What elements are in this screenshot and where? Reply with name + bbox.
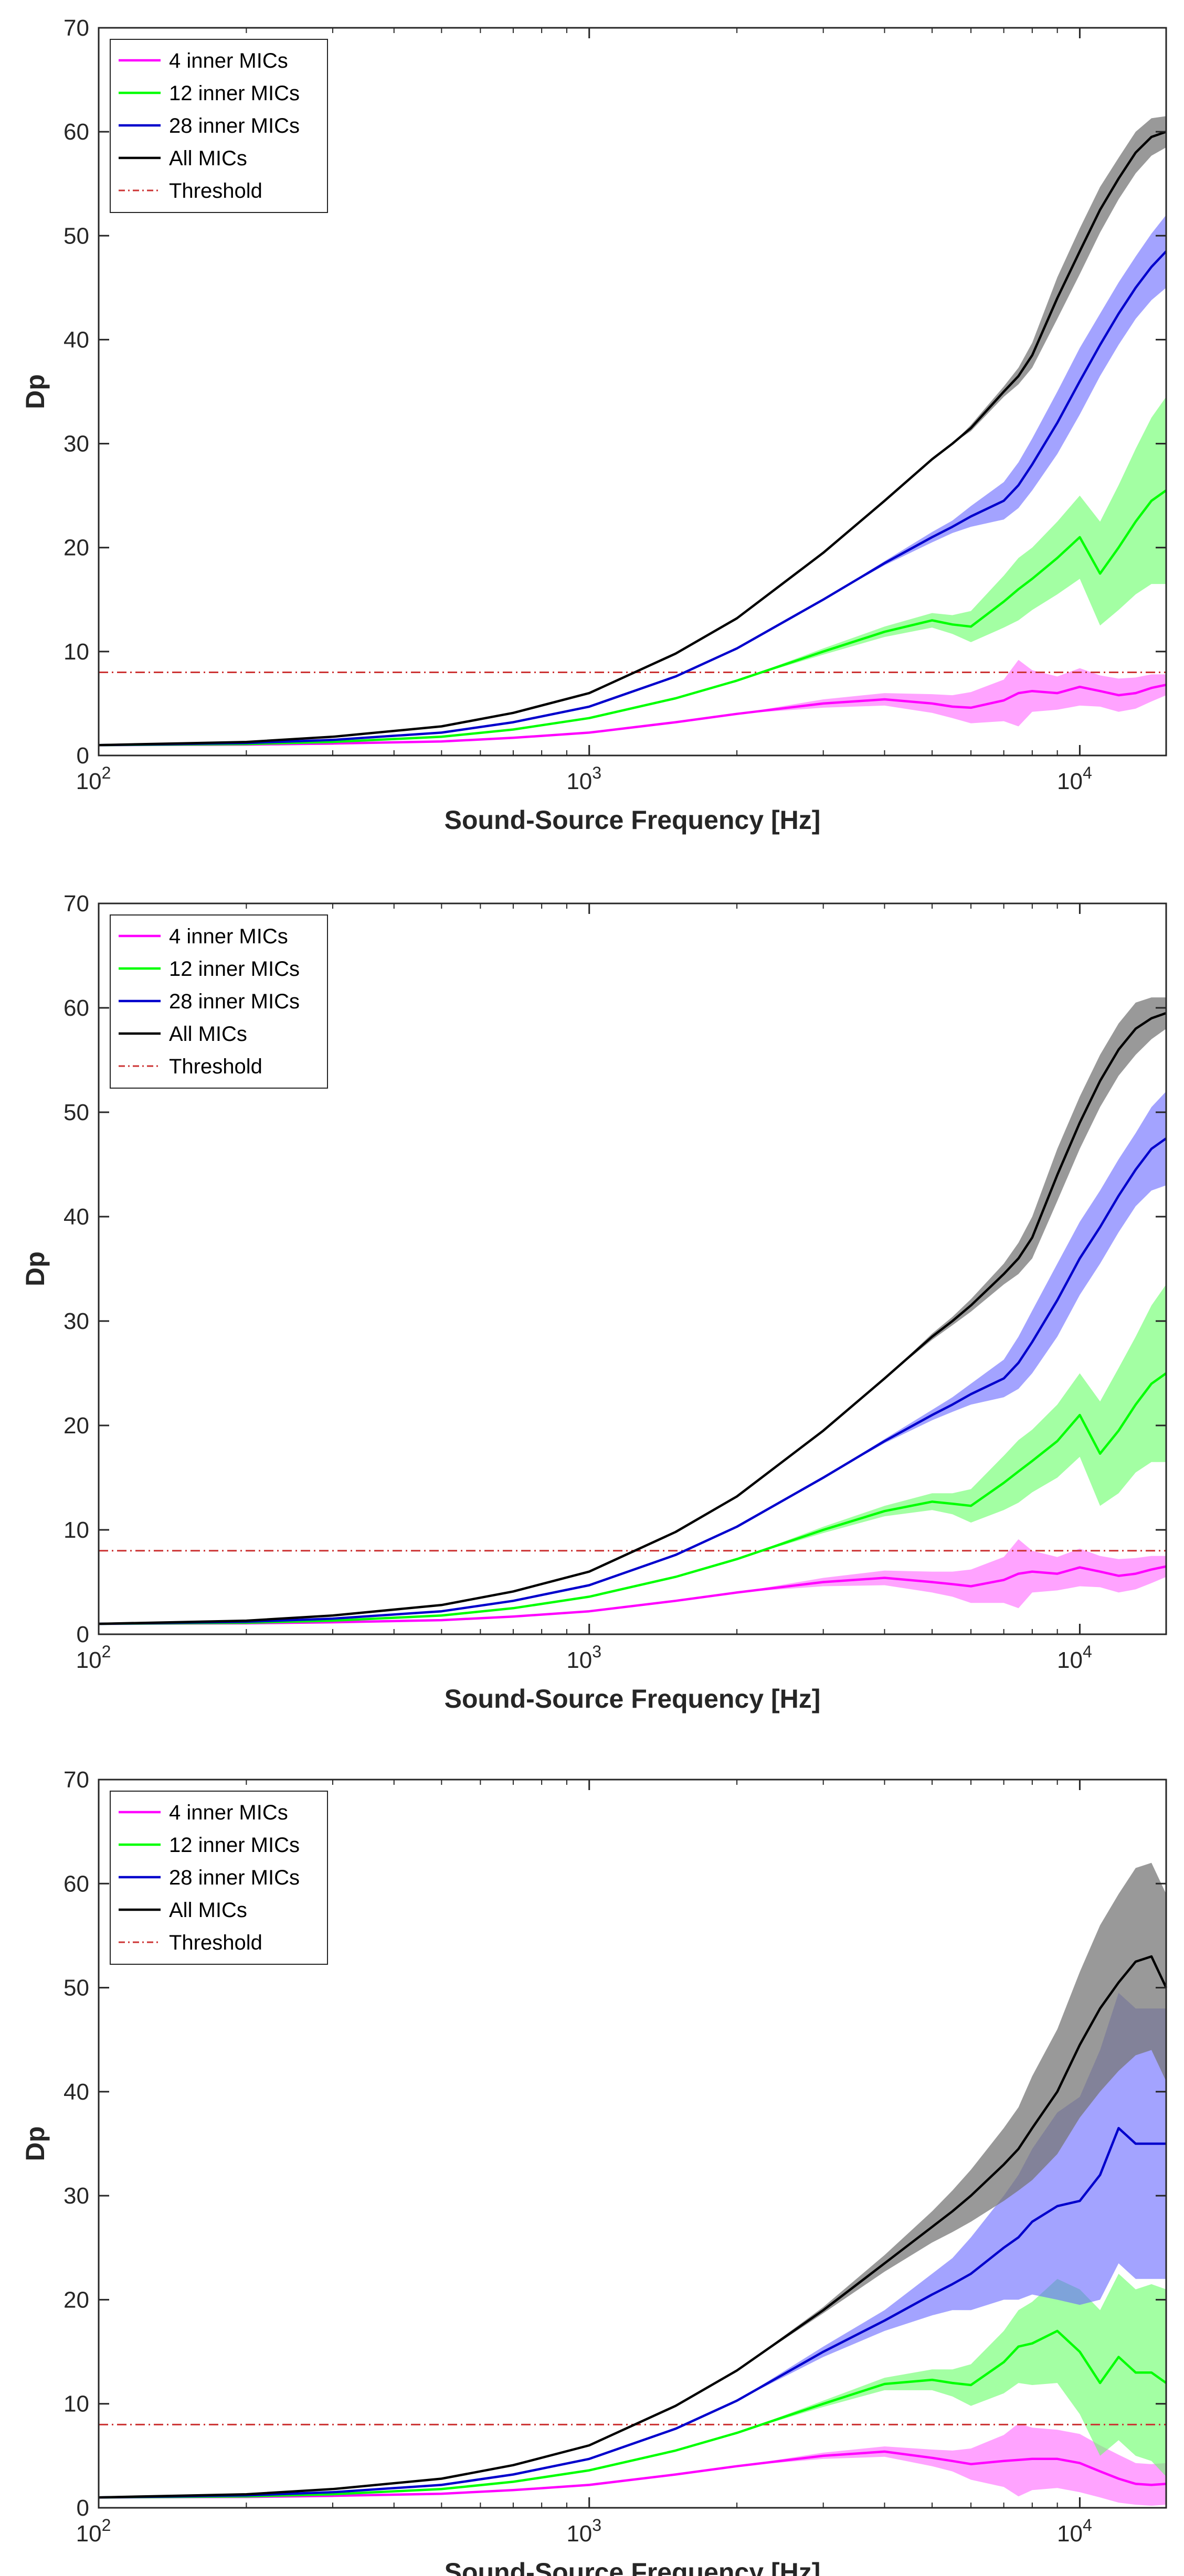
x-tick-label: 103 (566, 2516, 601, 2547)
y-tick-label: 70 (64, 15, 89, 41)
y-tick-label: 40 (64, 1204, 89, 1230)
legend-label-inner12: 12 inner MICs (169, 957, 300, 981)
series-line-inner12 (98, 2329, 1167, 2499)
legend-label-threshold: Threshold (169, 1931, 262, 1954)
y-tick-label: 50 (64, 223, 89, 249)
x-tick-exponent: 2 (102, 763, 111, 782)
legend-label-all: All MICs (169, 1023, 247, 1046)
x-tick-base: 10 (76, 2521, 102, 2547)
x-tick-label: 104 (1057, 2516, 1092, 2547)
x-tick-base: 10 (76, 769, 102, 794)
x-tick-exponent: 3 (592, 763, 601, 782)
y-axis-title: Dp (20, 1251, 50, 1286)
band-inner4 (99, 2423, 1166, 2506)
legend-label-inner28: 28 inner MICs (169, 114, 300, 137)
y-tick-label: 20 (64, 1413, 89, 1439)
legend: 4 inner MICs 12 inner MICs 28 inner MICs Al… (110, 39, 328, 213)
y-tick-label: 10 (64, 1517, 89, 1543)
x-tick-base: 10 (76, 1647, 102, 1673)
x-tick-label: 103 (566, 763, 601, 794)
legend-label-inner28: 28 inner MICs (169, 1866, 300, 1889)
y-tick-label: 60 (64, 995, 89, 1021)
x-tick-exponent: 2 (102, 1642, 111, 1661)
y-tick-label: 0 (77, 1622, 89, 1647)
series-line-all (98, 130, 1167, 747)
x-tick-exponent: 4 (1083, 1642, 1092, 1661)
y-axis-title: Dp (20, 374, 50, 409)
x-tick-label: 104 (1057, 763, 1092, 794)
x-tick-exponent: 3 (592, 2516, 601, 2535)
y-tick-label: 0 (77, 743, 89, 769)
x-axis-title: Sound-Source Frequency [Hz] (445, 2558, 821, 2576)
legend-label-inner4: 4 inner MICs (169, 925, 288, 948)
legend-label-inner4: 4 inner MICs (169, 49, 288, 72)
x-tick-base: 10 (1057, 2521, 1083, 2547)
x-tick-base: 10 (1057, 1647, 1083, 1673)
y-tick-label: 60 (64, 1871, 89, 1897)
x-tick-exponent: 4 (1083, 2516, 1092, 2535)
y-tick-label: 20 (64, 535, 89, 561)
legend-label-all: All MICs (169, 147, 247, 170)
legend-label-all: All MICs (169, 1899, 247, 1922)
series-line-inner12 (98, 489, 1167, 747)
x-tick-exponent: 3 (592, 1642, 601, 1661)
y-tick-label: 30 (64, 431, 89, 457)
legend-label-inner4: 4 inner MICs (169, 1801, 288, 1824)
legend-label-inner12: 12 inner MICs (169, 82, 300, 105)
axes-frame (98, 1779, 1167, 2509)
y-tick-label: 20 (64, 2287, 89, 2313)
x-axis-title: Sound-Source Frequency [Hz] (445, 1684, 821, 1713)
legend-label-inner28: 28 inner MICs (169, 990, 300, 1013)
legend: 4 inner MICs 12 inner MICs 28 inner MICs Al… (110, 914, 328, 1089)
legend: 4 inner MICs 12 inner MICs 28 inner MICs Al… (110, 1791, 328, 1965)
series-line-inner28 (98, 250, 1167, 747)
axes-frame (98, 902, 1167, 1635)
y-tick-label: 60 (64, 119, 89, 145)
y-tick-label: 0 (77, 2495, 89, 2521)
band-inner4 (99, 1539, 1166, 1624)
x-tick-label: 103 (566, 1642, 601, 1673)
y-tick-label: 40 (64, 2079, 89, 2105)
y-tick-label: 10 (64, 639, 89, 665)
y-axis-title: Dp (20, 2126, 50, 2162)
legend-label-threshold: Threshold (169, 1055, 262, 1078)
band-inner4 (99, 659, 1166, 746)
series-line-inner4 (98, 2450, 1167, 2499)
legend-label-inner12: 12 inner MICs (169, 1834, 300, 1857)
y-tick-label: 10 (64, 2391, 89, 2417)
x-tick-label: 102 (76, 1642, 111, 1673)
x-tick-exponent: 2 (102, 2516, 111, 2535)
legend-label-threshold: Threshold (169, 179, 262, 203)
axes-frame (98, 27, 1167, 757)
x-tick-base: 10 (566, 2521, 592, 2547)
x-tick-label: 102 (76, 2516, 111, 2547)
y-tick-label: 30 (64, 1308, 89, 1334)
series-line-inner28 (98, 2127, 1166, 2499)
series-line-inner12 (98, 1372, 1167, 1625)
series-line-inner28 (98, 1137, 1167, 1625)
series-line-inner4 (98, 684, 1167, 747)
x-tick-base: 10 (566, 1647, 592, 1673)
y-tick-label: 30 (64, 2183, 89, 2209)
y-tick-label: 50 (64, 1100, 89, 1125)
series-line-all (98, 1012, 1167, 1625)
series-line-inner4 (98, 1565, 1167, 1625)
y-tick-label: 70 (64, 1767, 89, 1793)
y-tick-label: 40 (64, 327, 89, 353)
y-tick-label: 50 (64, 1975, 89, 2001)
x-tick-label: 102 (76, 763, 111, 794)
x-tick-exponent: 4 (1083, 763, 1092, 782)
x-tick-label: 104 (1057, 1642, 1092, 1673)
x-tick-base: 10 (1057, 769, 1083, 794)
y-tick-label: 70 (64, 891, 89, 917)
x-tick-base: 10 (566, 769, 592, 794)
x-axis-title: Sound-Source Frequency [Hz] (445, 805, 821, 835)
series-line-all (98, 1955, 1168, 2499)
